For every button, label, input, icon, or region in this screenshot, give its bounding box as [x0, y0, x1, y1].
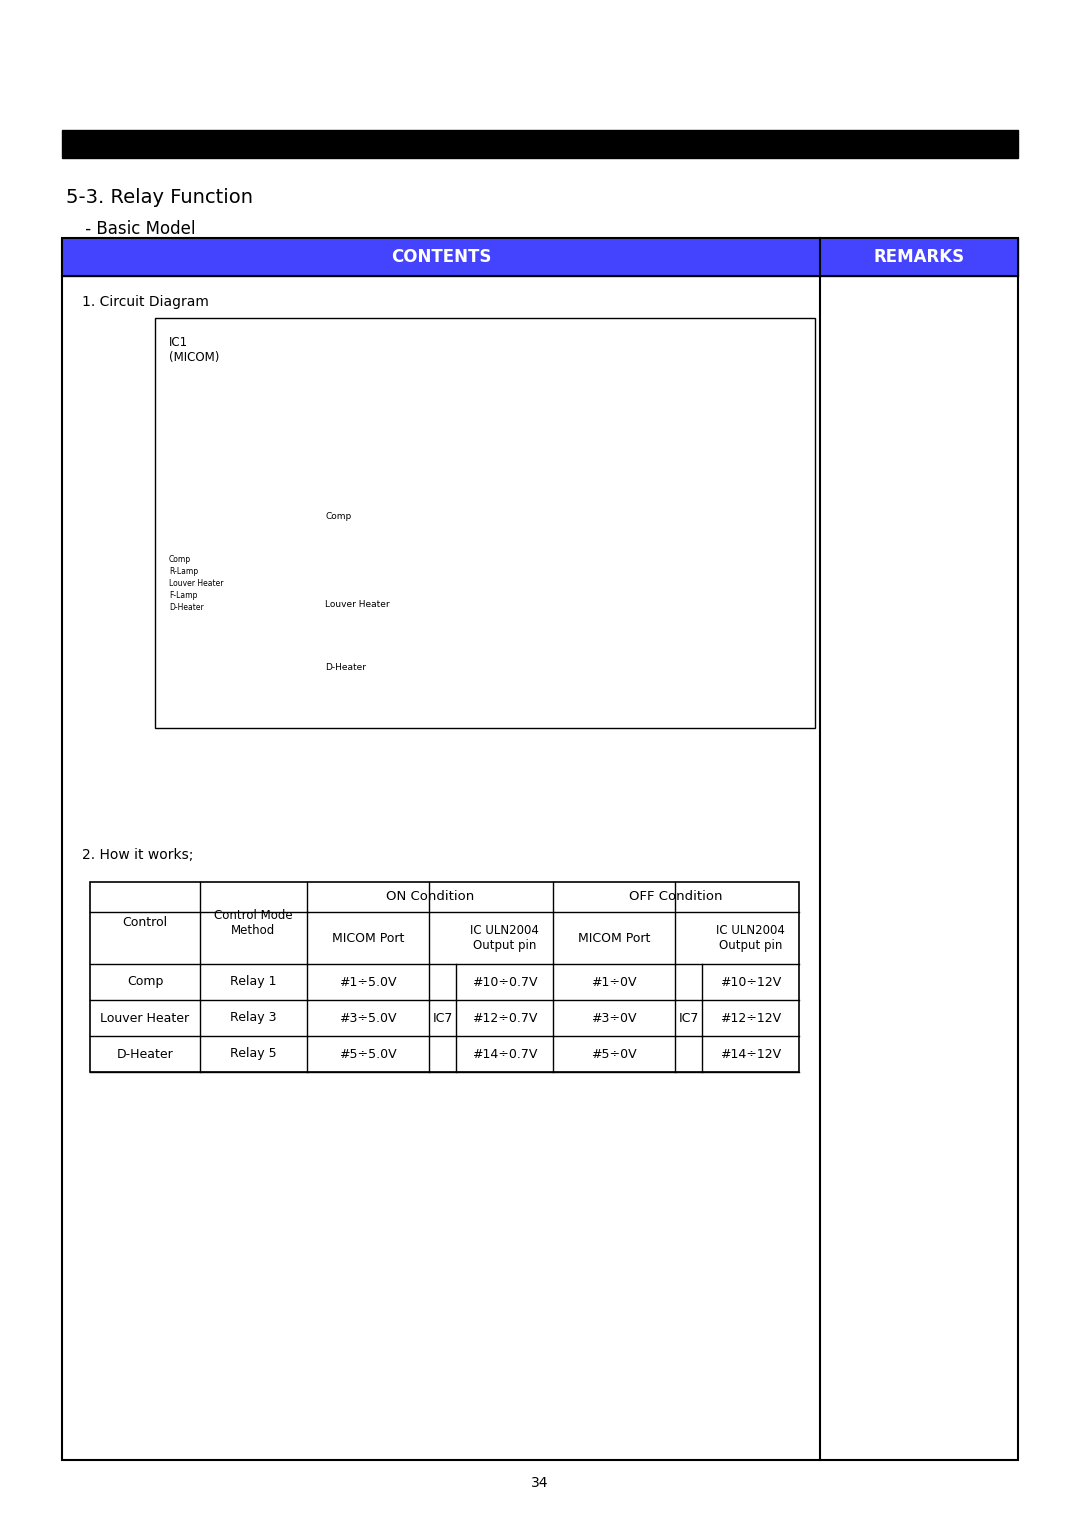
Text: IC7: IC7: [678, 1012, 699, 1024]
Bar: [156, 318, 815, 727]
Text: Control Mode
Method: Control Mode Method: [214, 909, 293, 937]
Text: F-Lamp: F-Lamp: [168, 591, 198, 601]
Text: Louver Heater: Louver Heater: [100, 1012, 190, 1024]
Text: #10÷12V: #10÷12V: [720, 975, 781, 989]
Text: Comp: Comp: [126, 975, 163, 989]
Text: IC ULN2004
Output pin: IC ULN2004 Output pin: [470, 924, 539, 952]
Text: REMARKS: REMARKS: [874, 248, 964, 266]
Text: D-Heater: D-Heater: [117, 1048, 174, 1060]
Text: IC7: IC7: [432, 1012, 453, 1024]
Text: #14÷0.7V: #14÷0.7V: [472, 1048, 537, 1060]
Text: #3÷0V: #3÷0V: [591, 1012, 637, 1024]
Text: 34: 34: [531, 1476, 549, 1490]
Text: 1. Circuit Diagram: 1. Circuit Diagram: [82, 295, 208, 309]
Bar: [62, 238, 1018, 1459]
Text: - Basic Model: - Basic Model: [80, 220, 195, 238]
Text: #1÷5.0V: #1÷5.0V: [339, 975, 396, 989]
Text: D-Heater: D-Heater: [168, 604, 204, 613]
Text: #5÷5.0V: #5÷5.0V: [339, 1048, 396, 1060]
Text: #5÷0V: #5÷0V: [591, 1048, 637, 1060]
Text: Louver Heater: Louver Heater: [325, 601, 390, 610]
Text: 2. How it works;: 2. How it works;: [82, 848, 193, 862]
Text: #14÷12V: #14÷12V: [720, 1048, 781, 1060]
Text: Relay 3: Relay 3: [230, 1012, 276, 1024]
Text: 5-3. Relay Function: 5-3. Relay Function: [66, 188, 253, 206]
Text: IC ULN2004
Output pin: IC ULN2004 Output pin: [716, 924, 785, 952]
Text: Comp: Comp: [325, 512, 351, 521]
Text: Relay 5: Relay 5: [230, 1048, 276, 1060]
Text: #1÷0V: #1÷0V: [591, 975, 637, 989]
Text: IC1
(MICOM): IC1 (MICOM): [168, 336, 219, 364]
Text: OFF Condition: OFF Condition: [630, 891, 723, 903]
Text: MICOM Port: MICOM Port: [332, 932, 404, 944]
Bar: [62, 238, 1018, 277]
Text: D-Heater: D-Heater: [325, 663, 366, 672]
Text: #12÷12V: #12÷12V: [720, 1012, 781, 1024]
Bar: [62, 130, 1018, 157]
Text: ON Condition: ON Condition: [386, 891, 474, 903]
Text: #12÷0.7V: #12÷0.7V: [472, 1012, 537, 1024]
Bar: [90, 882, 799, 1073]
Text: MICOM Port: MICOM Port: [578, 932, 650, 944]
Text: R-Lamp: R-Lamp: [168, 567, 198, 576]
Text: Control: Control: [122, 917, 167, 929]
Text: Comp: Comp: [168, 555, 191, 564]
Text: #3÷5.0V: #3÷5.0V: [339, 1012, 396, 1024]
Text: Relay 1: Relay 1: [230, 975, 276, 989]
Text: #10÷0.7V: #10÷0.7V: [472, 975, 537, 989]
Text: CONTENTS: CONTENTS: [391, 248, 491, 266]
Text: Louver Heater: Louver Heater: [168, 579, 224, 588]
